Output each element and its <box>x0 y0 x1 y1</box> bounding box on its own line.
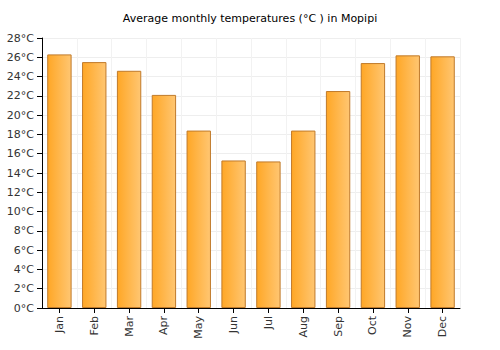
svg-text:Jul: Jul <box>262 316 275 330</box>
svg-text:Average monthly temperatures (: Average monthly temperatures (°C ) in Mo… <box>123 12 377 25</box>
svg-text:Feb: Feb <box>88 316 101 335</box>
svg-text:Jun: Jun <box>227 316 240 334</box>
svg-text:20°C: 20°C <box>7 109 34 122</box>
svg-text:26°C: 26°C <box>7 51 34 64</box>
svg-text:Dec: Dec <box>436 316 449 337</box>
svg-text:28°C: 28°C <box>7 32 34 45</box>
svg-text:14°C: 14°C <box>7 167 34 180</box>
svg-text:24°C: 24°C <box>7 70 34 83</box>
svg-text:8°C: 8°C <box>14 224 34 237</box>
svg-text:Aug: Aug <box>297 316 310 337</box>
svg-text:Apr: Apr <box>157 316 170 336</box>
svg-text:May: May <box>192 316 205 339</box>
svg-text:18°C: 18°C <box>7 128 34 141</box>
svg-text:2°C: 2°C <box>14 282 34 295</box>
svg-text:16°C: 16°C <box>7 147 34 160</box>
svg-text:12°C: 12°C <box>7 186 34 199</box>
svg-text:Mar: Mar <box>123 316 136 337</box>
svg-text:Sep: Sep <box>332 316 345 337</box>
svg-text:0°C: 0°C <box>14 302 34 315</box>
svg-text:10°C: 10°C <box>7 205 34 218</box>
svg-text:Nov: Nov <box>401 316 414 338</box>
svg-text:Oct: Oct <box>366 315 379 335</box>
svg-text:4°C: 4°C <box>14 263 34 276</box>
svg-text:6°C: 6°C <box>14 244 34 257</box>
svg-text:Jan: Jan <box>53 316 66 334</box>
svg-text:22°C: 22°C <box>7 89 34 102</box>
